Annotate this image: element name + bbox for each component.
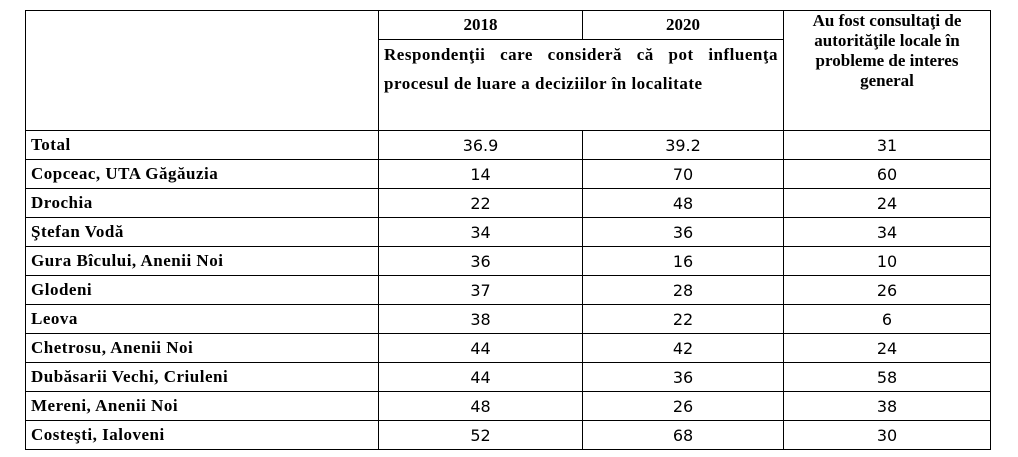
value-cell: 28: [582, 275, 784, 305]
value-cell: 60: [783, 159, 991, 189]
value-cell: 39.2: [582, 130, 784, 160]
table-row: Glodeni 37 28 26: [25, 275, 991, 305]
value-cell: 22: [582, 304, 784, 334]
value-cell: 30: [783, 420, 991, 450]
value-cell: 26: [783, 275, 991, 305]
row-label: Copceac, UTA Găgăuzia: [25, 159, 379, 189]
value-cell: 58: [783, 362, 991, 392]
value-cell: 10: [783, 246, 991, 276]
header-row: 2018 2020 Au fost consultaţi de autorită…: [25, 10, 991, 131]
value-cell: 34: [378, 217, 583, 247]
row-label: Costeşti, Ialoveni: [25, 420, 379, 450]
value-cell: 24: [783, 333, 991, 363]
table-row: Total 36.9 39.2 31: [25, 130, 991, 160]
table-row: Costeşti, Ialoveni 52 68 30: [25, 420, 991, 450]
value-cell: 24: [783, 188, 991, 218]
value-cell: 68: [582, 420, 784, 450]
row-label: Drochia: [25, 188, 379, 218]
value-cell: 31: [783, 130, 991, 160]
value-cell: 22: [378, 188, 583, 218]
year-header: 2020: [582, 10, 784, 40]
row-label: Leova: [25, 304, 379, 334]
respondents-header: Respondenţii care consideră că pot influ…: [378, 39, 784, 131]
value-cell: 70: [582, 159, 784, 189]
value-cell: 38: [378, 304, 583, 334]
table-row: Dubăsarii Vechi, Criuleni 44 36 58: [25, 362, 991, 392]
value-cell: 48: [582, 188, 784, 218]
row-label: Ştefan Vodă: [25, 217, 379, 247]
value-cell: 36: [378, 246, 583, 276]
value-cell: 34: [783, 217, 991, 247]
row-label: Total: [25, 130, 379, 160]
value-cell: 42: [582, 333, 784, 363]
value-cell: 52: [378, 420, 583, 450]
table-row: Leova 38 22 6: [25, 304, 991, 334]
value-cell: 14: [378, 159, 583, 189]
table-row: Gura Bîcului, Anenii Noi 36 16 10: [25, 246, 991, 276]
header-row: Respondenţii care consideră că pot influ…: [26, 39, 991, 131]
row-label: Gura Bîcului, Anenii Noi: [25, 246, 379, 276]
value-cell: 26: [582, 391, 784, 421]
corner-cell: [25, 10, 379, 131]
row-label: Chetrosu, Anenii Noi: [25, 333, 379, 363]
table-body: 2018 2020 Au fost consultaţi de autorită…: [25, 10, 991, 450]
consulted-header: Au fost consultaţi de autorităţile local…: [783, 10, 991, 131]
value-cell: 44: [378, 362, 583, 392]
value-cell: 36: [582, 362, 784, 392]
table-row: Copceac, UTA Găgăuzia 14 70 60: [25, 159, 991, 189]
value-cell: 48: [378, 391, 583, 421]
value-cell: 44: [378, 333, 583, 363]
value-cell: 16: [582, 246, 784, 276]
year-header: 2018: [378, 10, 583, 40]
table-row: Chetrosu, Anenii Noi 44 42 24: [25, 333, 991, 363]
row-label: Mereni, Anenii Noi: [25, 391, 379, 421]
value-cell: 38: [783, 391, 991, 421]
value-cell: 36: [582, 217, 784, 247]
table-row: Ştefan Vodă 34 36 34: [25, 217, 991, 247]
value-cell: 36.9: [378, 130, 583, 160]
row-label: Glodeni: [25, 275, 379, 305]
table-row: Drochia 22 48 24: [25, 188, 991, 218]
row-label: Dubăsarii Vechi, Criuleni: [25, 362, 379, 392]
value-cell: 37: [378, 275, 583, 305]
data-table: 2018 2020 Au fost consultaţi de autorită…: [25, 10, 991, 450]
value-cell: 6: [783, 304, 991, 334]
table-row: Mereni, Anenii Noi 48 26 38: [25, 391, 991, 421]
